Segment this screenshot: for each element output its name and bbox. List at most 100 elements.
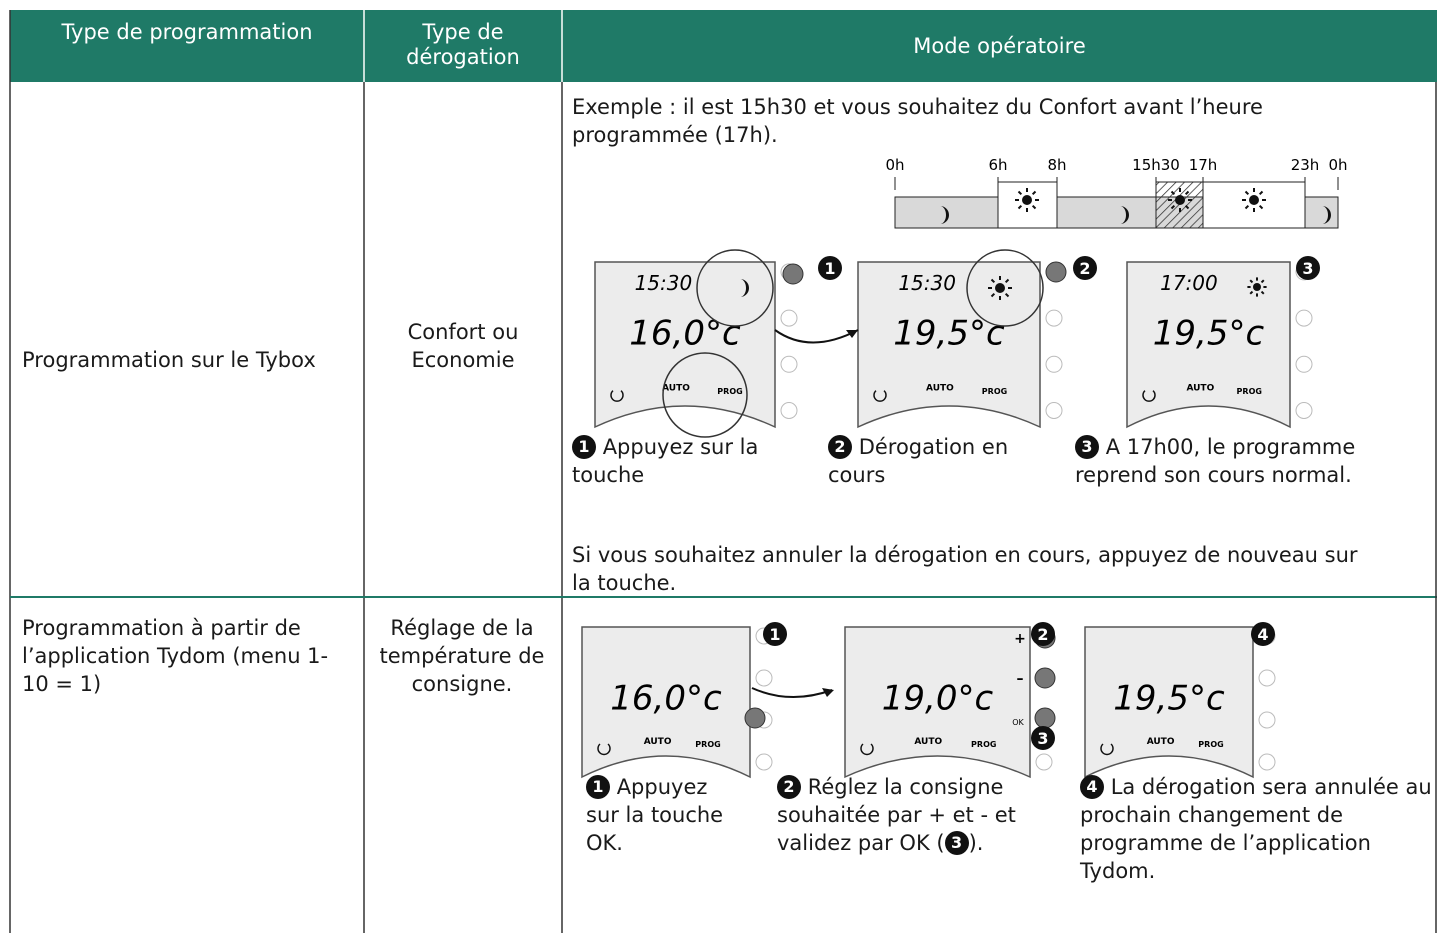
sun-ray: [1249, 279, 1254, 284]
step-text: Réglez la consigne souhaitée par + et - …: [777, 775, 1016, 855]
button: [1258, 711, 1276, 729]
sun-ray: [1258, 190, 1264, 196]
button-label: –: [1017, 671, 1024, 687]
marker: [1073, 256, 1097, 280]
cell: Réglage de la température de consigne.: [379, 616, 545, 696]
marker: [818, 256, 842, 280]
button-label: +: [1014, 631, 1026, 647]
button: [1295, 309, 1313, 327]
marker-number: 3: [1302, 259, 1313, 278]
display-time: 15:30: [635, 271, 693, 295]
device: [594, 261, 776, 429]
power-icon: [597, 743, 611, 756]
step-text: Dérogation en cours: [828, 435, 1009, 487]
button: [780, 355, 798, 373]
sun: [1253, 283, 1261, 291]
sun-ray: [1244, 190, 1250, 196]
display-temp: 16,0°c: [629, 314, 741, 354]
timeline-label: 15h30: [1132, 156, 1180, 174]
device: [857, 261, 1041, 429]
device-label: PROG: [982, 387, 1007, 396]
step-text: ).: [968, 831, 984, 855]
sun: [1022, 195, 1032, 205]
button-pressed: [782, 263, 804, 285]
step: 2 Réglez la consigne souhaitée par + et …: [777, 773, 1062, 857]
cell: Confort ou Economie: [407, 320, 519, 372]
sun-ray: [1031, 204, 1037, 210]
timeline-label: 0h: [1328, 156, 1347, 174]
button: [1045, 309, 1063, 327]
device-label: AUTO: [662, 384, 690, 394]
header: Type de dérogation: [406, 20, 520, 69]
device-label: PROG: [695, 740, 720, 749]
sun-ray: [1260, 290, 1265, 295]
step-number: 1: [586, 775, 610, 799]
sun-ray: [990, 278, 996, 284]
sun-ray: [1017, 204, 1023, 210]
arrow: [774, 329, 859, 344]
display-time: 17:00: [1160, 271, 1218, 295]
marker: [1031, 726, 1055, 750]
step: 3 A 17h00, le programme reprend son cour…: [1075, 433, 1415, 489]
arrowhead: [822, 688, 834, 697]
zoom: [696, 249, 774, 327]
marker-number: 4: [1257, 625, 1268, 644]
sun-ray: [1031, 190, 1037, 196]
sun-ray: [1017, 190, 1023, 196]
device-label: PROG: [1237, 387, 1262, 396]
marker-number: 1: [824, 259, 835, 278]
sun-ray: [1244, 204, 1250, 210]
power-icon: [610, 390, 624, 402]
header: Mode opératoire: [913, 34, 1086, 58]
sun-ray: [1004, 278, 1010, 284]
timeline-label: 0h: [885, 156, 904, 174]
display-temp: 19,5°c: [1153, 314, 1265, 354]
step-number: 3: [1075, 435, 1099, 459]
button-label: OK: [1012, 718, 1024, 727]
marker-number: 3: [1037, 729, 1048, 748]
header: Type de programmation: [61, 20, 313, 44]
device-label: PROG: [971, 740, 996, 749]
device-label: PROG: [717, 387, 742, 396]
header-bg: [10, 10, 1437, 82]
device-label: PROG: [1198, 740, 1223, 749]
sun-ray: [1184, 204, 1190, 210]
button: [780, 309, 798, 327]
timeline-label: 17h: [1189, 156, 1218, 174]
button: [1045, 355, 1063, 373]
button: [1295, 355, 1313, 373]
marker-number: 1: [769, 625, 780, 644]
arrowhead: [846, 330, 858, 338]
timeline-label: 23h: [1291, 156, 1320, 174]
display-temp: 19,5°c: [893, 314, 1005, 354]
step-text: Appuyez sur la touche OK.: [586, 775, 724, 855]
step-number: 4: [1080, 775, 1104, 799]
marker-number: 2: [1037, 625, 1048, 644]
device-label: AUTO: [1147, 737, 1175, 747]
note: Si vous souhaitez annuler la dérogation …: [572, 543, 1358, 595]
display-temp: 19,5°c: [1113, 679, 1225, 719]
device: [581, 626, 751, 779]
marker: [1251, 622, 1275, 646]
marker: [1296, 256, 1320, 280]
zoom: [662, 352, 748, 438]
display-temp: 19,0°c: [882, 679, 994, 719]
button: [780, 402, 798, 419]
sun-ray: [1170, 204, 1176, 210]
zoom: [966, 249, 1044, 327]
device-label: AUTO: [1186, 384, 1214, 394]
step-text: La dérogation sera annulée au prochain c…: [1080, 775, 1432, 883]
step-ref: 3: [944, 831, 969, 855]
step: 2 Dérogation en cours: [828, 433, 1038, 489]
step-text: Appuyez sur la touche: [572, 435, 759, 487]
device: [1084, 626, 1254, 779]
sun-ray: [1258, 204, 1264, 210]
step-number: 2: [777, 775, 801, 799]
device-label: AUTO: [644, 737, 672, 747]
device-label: AUTO: [926, 384, 954, 394]
step-text: A 17h00, le programme reprend son cours …: [1075, 435, 1356, 487]
button: [755, 753, 773, 771]
marker: [1031, 622, 1055, 646]
step: 1 Appuyez sur la touche OK.: [586, 773, 746, 857]
